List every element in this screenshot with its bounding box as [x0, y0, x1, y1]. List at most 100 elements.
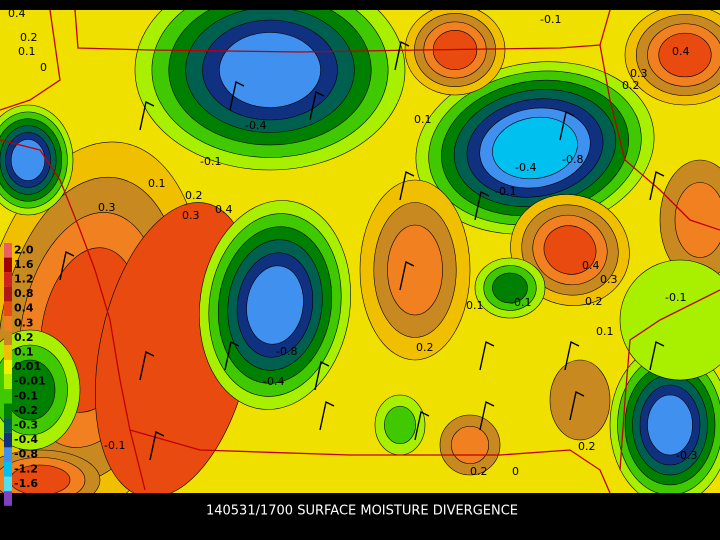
legend-label: 0.01	[14, 360, 41, 373]
contour-band	[549, 359, 611, 441]
legend-swatch	[4, 374, 12, 389]
legend-label: -0.2	[14, 404, 38, 417]
legend-label: 1.2	[14, 273, 34, 286]
wind-barb	[224, 340, 240, 371]
contour-label: -0.8	[276, 345, 297, 358]
bottom-band	[0, 493, 720, 540]
legend-label: -0.01	[14, 375, 46, 388]
contour-band	[543, 225, 597, 275]
legend-swatch	[4, 330, 12, 346]
wind-barb	[649, 170, 665, 201]
contour-label: 0.4	[8, 7, 26, 20]
contour-label: 0.3	[630, 67, 648, 80]
state-border	[129, 429, 611, 494]
contour-label: -0.1	[495, 185, 516, 198]
legend-label: 0.8	[14, 287, 34, 300]
contour-band	[619, 259, 720, 381]
legend-swatch	[4, 345, 12, 360]
wind-barb	[314, 360, 330, 391]
wind-barb	[399, 170, 415, 201]
legend-swatch	[4, 359, 12, 375]
contour-label: 0.2	[585, 295, 603, 308]
contour-label: 0.4	[672, 45, 690, 58]
legend-label: 0.3	[14, 316, 34, 329]
contour-band	[450, 425, 490, 465]
contour-label: -0.1	[540, 13, 561, 26]
contour-label: -0.3	[676, 449, 697, 462]
legend-swatch	[4, 462, 12, 477]
contour-labels: 0.4 0.2 0.1 0 -0.1 0.4 0.3 0.2 -0.4 0.1 …	[8, 7, 697, 478]
wind-barb	[564, 340, 580, 371]
contour-label: 0.2	[622, 79, 640, 92]
contour-label: 0	[512, 465, 519, 478]
legend-swatch	[4, 301, 12, 316]
contour-label: -0.8	[562, 153, 583, 166]
contour-label: 0.4	[215, 203, 233, 216]
contour-label: 0.1	[466, 299, 484, 312]
contour-label: -0.1	[510, 296, 531, 309]
contour-band	[384, 405, 416, 445]
state-border	[74, 9, 611, 53]
contour-label: 0.1	[596, 325, 614, 338]
color-legend: 2.0 1.6 1.20.8 0.40.3 0.2 0.10.01 -0.01-0.1 -0.…	[4, 243, 46, 506]
legend-label: 0.4	[14, 302, 34, 315]
legend-swatch	[4, 272, 12, 287]
contour-label: 0.3	[182, 209, 200, 222]
wind-barb	[474, 190, 490, 221]
legend-label: -0.3	[14, 419, 38, 432]
contour-band	[387, 224, 443, 316]
contour-label: -0.4	[263, 375, 284, 388]
contour-band	[492, 272, 528, 304]
wind-barb	[394, 40, 410, 71]
contour-label: 0.2	[416, 341, 434, 354]
contour-label: 0.2	[470, 465, 488, 478]
legend-swatch	[4, 476, 12, 492]
top-band	[0, 0, 720, 10]
legend-label: 1.6	[14, 258, 34, 271]
legend-swatch	[4, 243, 12, 258]
wind-barb	[319, 400, 335, 431]
legend-label: -1.6	[14, 477, 38, 490]
legend-swatch	[4, 316, 12, 331]
contour-label: -0.1	[665, 291, 686, 304]
contour-band	[658, 32, 712, 78]
legend-label: 0.1	[14, 346, 34, 359]
state-border	[0, 9, 61, 111]
contour-label: 0.1	[148, 177, 166, 190]
wind-barb	[479, 340, 495, 371]
state-border	[619, 289, 720, 471]
contour-label: 0.2	[20, 31, 38, 44]
wind-barb	[479, 400, 495, 431]
wind-barb	[649, 340, 665, 371]
map-title: 140531/1700 SURFACE MOISTURE DIVERGENCE	[206, 504, 518, 519]
contour-band	[674, 182, 720, 258]
legend-swatch	[4, 432, 12, 448]
contour-band	[219, 32, 321, 108]
contour-label: 0.4	[582, 259, 600, 272]
state-border	[0, 139, 146, 491]
contour-label: 0.1	[414, 113, 432, 126]
wind-barb	[399, 260, 415, 291]
wind-barb	[569, 390, 585, 421]
legend-label: 0.2	[14, 331, 34, 344]
legend-label: 2.0	[14, 243, 34, 256]
contour-band	[246, 265, 304, 345]
contour-label: -0.1	[104, 439, 125, 452]
legend-label: -0.4	[14, 433, 38, 446]
legend-label: -0.1	[14, 389, 38, 402]
contour-label: -0.1	[200, 155, 221, 168]
wind-barb	[59, 250, 75, 281]
legend-swatch	[4, 286, 12, 302]
wind-barb	[309, 90, 325, 121]
contour-label: -0.4	[245, 119, 266, 132]
legend-swatch	[4, 389, 12, 404]
contour-label: 0.3	[98, 201, 116, 214]
legend-swatch	[4, 403, 12, 419]
legend-swatch	[4, 491, 12, 506]
wind-barb	[229, 80, 245, 111]
wind-barb	[559, 110, 575, 141]
wind-barb	[149, 430, 165, 461]
legend-swatch	[4, 447, 12, 462]
legend-swatch	[4, 418, 12, 433]
